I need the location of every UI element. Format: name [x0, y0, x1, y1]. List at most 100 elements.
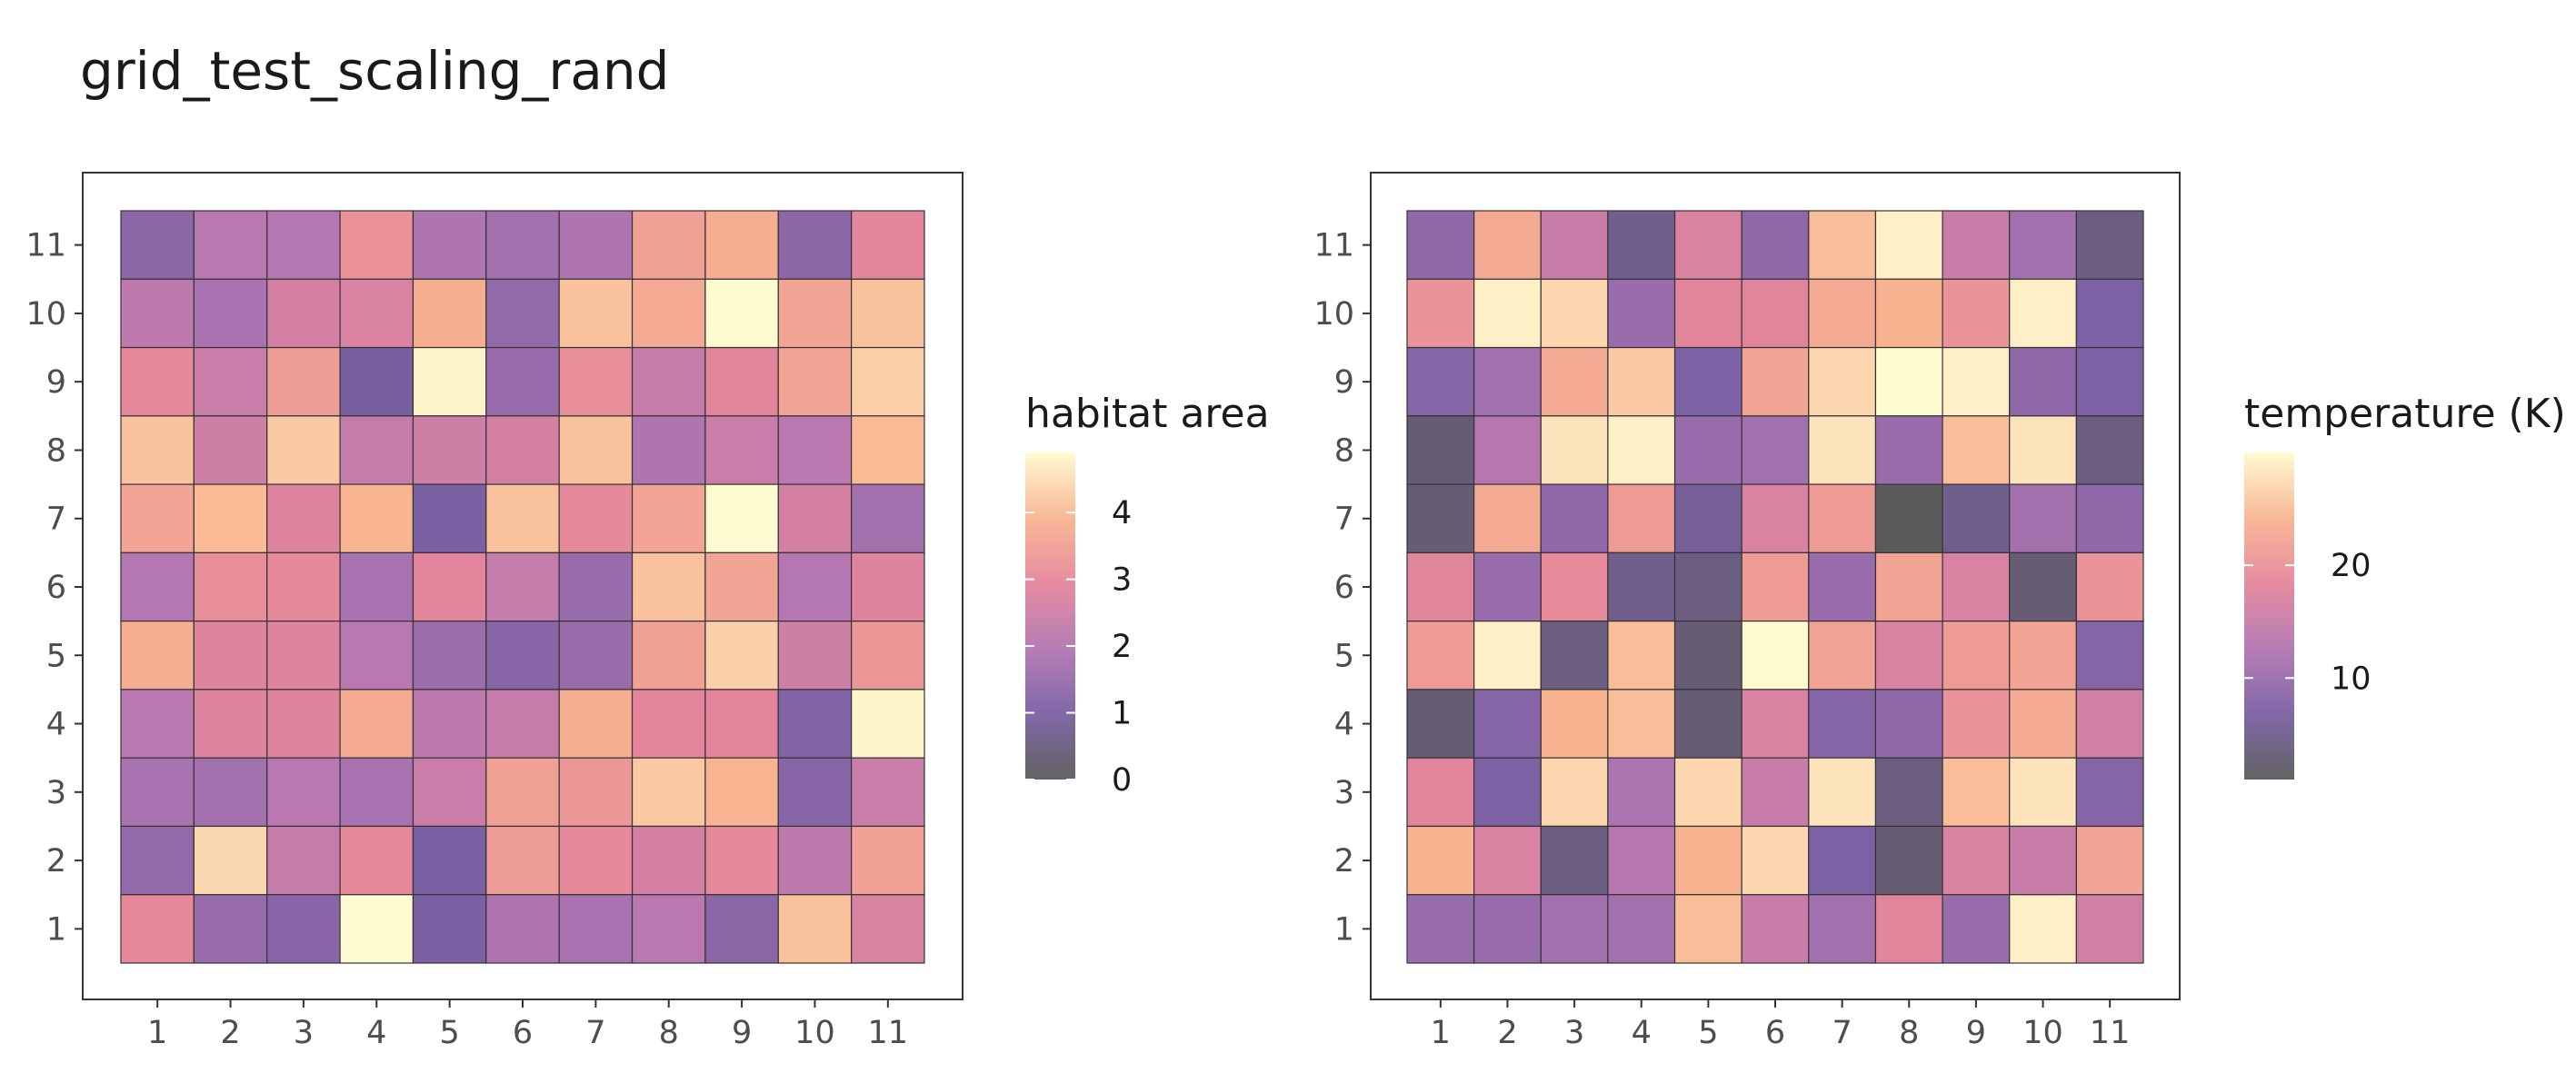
y-tick-label: 3: [1334, 775, 1354, 811]
heatmap-tile: [1942, 346, 2011, 417]
heatmap-tile: [1406, 278, 1475, 349]
heatmap-tile: [558, 210, 634, 280]
heatmap-tile: [777, 210, 853, 280]
heatmap-tile: [412, 346, 487, 417]
heatmap-tile: [1741, 689, 1810, 759]
heatmap-tile: [1942, 894, 2011, 964]
heatmap-tile: [1673, 415, 1742, 485]
heatmap-tile: [851, 483, 925, 553]
heatmap-tile: [412, 483, 487, 553]
heatmap-tile: [2075, 757, 2144, 828]
heatmap-tile: [1406, 825, 1475, 896]
heatmap-tile: [631, 894, 706, 964]
y-tick-label: 1: [1334, 911, 1354, 948]
legend-tick-label: 3: [1112, 562, 1132, 599]
heatmap-tile: [1808, 689, 1877, 759]
x-tick-label: 8: [659, 1015, 679, 1051]
x-tick-label: 11: [868, 1015, 909, 1051]
heatmap-tile: [1607, 415, 1676, 485]
y-tick-label: 9: [1334, 364, 1354, 401]
heatmap-tile: [266, 415, 341, 485]
heatmap-tile: [1673, 621, 1742, 690]
heatmap-tile: [777, 757, 853, 828]
heatmap-tile: [266, 689, 341, 759]
heatmap-tile: [704, 210, 779, 280]
heatmap-tile: [851, 210, 925, 280]
heatmap-tile: [120, 278, 195, 349]
heatmap-tile: [1406, 757, 1475, 828]
heatmap-tile: [266, 551, 341, 622]
y-tick-label: 10: [1313, 296, 1354, 333]
heatmap-tile: [1406, 415, 1475, 485]
heatmap-tile: [1406, 621, 1475, 690]
heatmap-tile: [2075, 210, 2144, 280]
heatmap-tile: [851, 346, 925, 417]
heatmap-tile: [2009, 551, 2077, 622]
heatmap-tile: [704, 278, 779, 349]
heatmap-tile: [1473, 415, 1542, 485]
heatmap-tile: [120, 757, 195, 828]
heatmap-tile: [339, 210, 414, 280]
heatmap-tile: [1673, 278, 1742, 349]
heatmap-tile: [777, 621, 853, 690]
heatmap-tile: [558, 346, 634, 417]
heatmap-tile: [1741, 210, 1810, 280]
heatmap-tile: [1942, 415, 2011, 485]
heatmap-tile: [631, 689, 706, 759]
heatmap-tile: [558, 415, 634, 485]
y-tick-label: 4: [46, 707, 66, 743]
legend-tick-label: 0: [1112, 762, 1132, 799]
y-tick-label: 9: [46, 364, 66, 401]
heatmap-tile: [2075, 621, 2144, 690]
heatmap-tile: [558, 894, 634, 964]
heatmap-tile: [1406, 551, 1475, 622]
y-tick-label: 7: [1334, 502, 1354, 538]
heatmap-tile: [1741, 757, 1810, 828]
legend-title: temperature (K): [2244, 391, 2566, 437]
y-tick-label: 1: [46, 911, 66, 948]
heatmap-tile: [339, 415, 414, 485]
heatmap-tile: [851, 894, 925, 964]
heatmap-tile: [2075, 415, 2144, 485]
heatmap-tile: [1473, 278, 1542, 349]
heatmap-tile: [1406, 689, 1475, 759]
y-tick-label: 4: [1334, 707, 1354, 743]
x-tick-label: 10: [2022, 1015, 2063, 1051]
heatmap-tile: [1607, 210, 1676, 280]
heatmap-tile: [1942, 210, 2011, 280]
heatmap-tile: [851, 551, 925, 622]
heatmap-tile: [120, 210, 195, 280]
heatmap-tile: [193, 894, 268, 964]
heatmap-tile: [1942, 278, 2011, 349]
y-tick-label: 8: [46, 432, 66, 469]
heatmap-tile: [1808, 278, 1877, 349]
heatmap-tile: [1741, 621, 1810, 690]
heatmap-tile: [1473, 551, 1542, 622]
heatmap-tile: [1942, 483, 2011, 553]
heatmap-tile: [1808, 894, 1877, 964]
heatmap-tile: [1741, 551, 1810, 622]
heatmap-tile: [120, 551, 195, 622]
heatmap-tile: [485, 415, 560, 485]
heatmap-tile: [2009, 346, 2077, 417]
x-tick-label: 9: [732, 1015, 752, 1051]
x-tick-label: 6: [513, 1015, 533, 1051]
heatmap-tile: [193, 415, 268, 485]
heatmap-tile: [631, 757, 706, 828]
x-tick-label: 2: [220, 1015, 240, 1051]
heatmap-tile: [1673, 483, 1742, 553]
x-tick-label: 8: [1899, 1015, 1919, 1051]
heatmap-tile: [1874, 415, 1943, 485]
heatmap-tile: [1942, 621, 2011, 690]
heatmap-tile: [193, 278, 268, 349]
heatmap-tile: [2075, 825, 2144, 896]
heatmap-tile: [1874, 689, 1943, 759]
heatmap-tile: [1540, 346, 1609, 417]
heatmap-tile: [2009, 825, 2077, 896]
heatmap-tile: [851, 621, 925, 690]
heatmap-tile: [1673, 689, 1742, 759]
heatmap-tile: [1808, 757, 1877, 828]
heatmap-tile: [1607, 894, 1676, 964]
heatmap-tile: [1540, 210, 1609, 280]
heatmap-tile: [193, 346, 268, 417]
